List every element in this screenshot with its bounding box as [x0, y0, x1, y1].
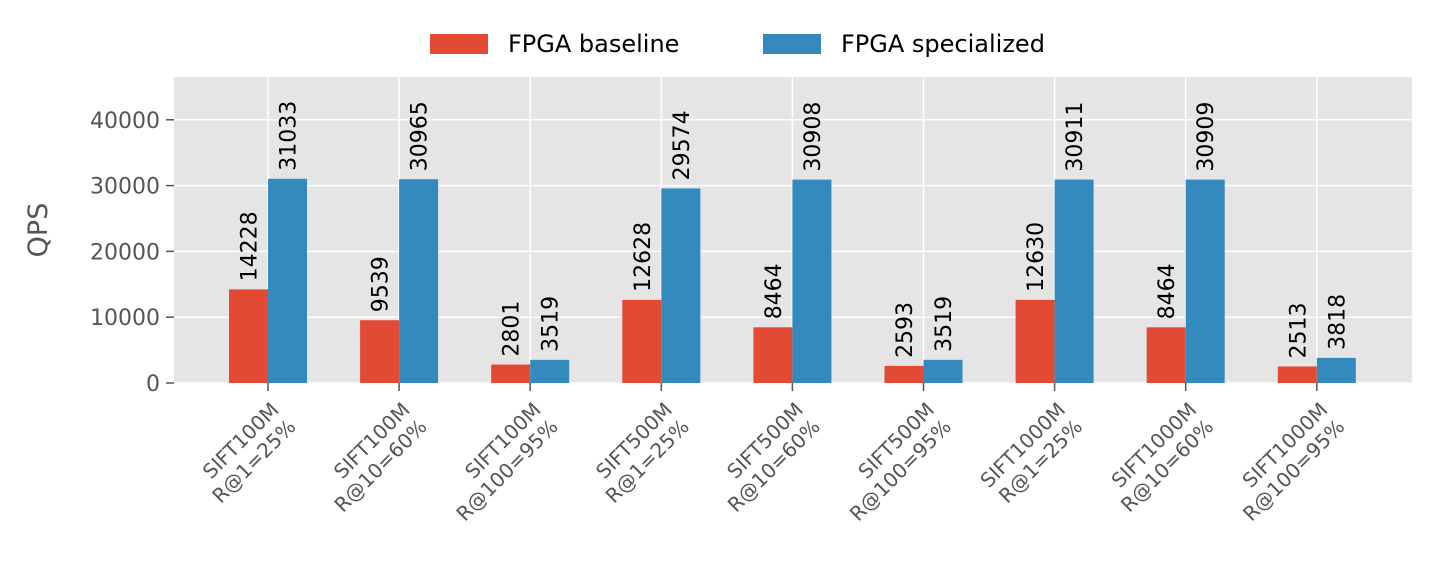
bar-fpga-baseline	[622, 299, 662, 383]
y-tick-label: 20000	[90, 240, 160, 265]
bar-fpga-specialized	[268, 178, 307, 383]
x-tick-label: SIFT1000MR@100=95%	[1221, 398, 1349, 526]
bar-fpga-specialized	[399, 179, 439, 383]
bar-fpga-baseline	[491, 364, 531, 383]
bar-value-label: 14228	[238, 211, 263, 281]
bar-value-label: 12630	[1024, 222, 1049, 292]
y-axis-title: QPS	[23, 203, 54, 258]
bar-fpga-specialized	[661, 188, 701, 383]
bar-fpga-specialized	[1185, 179, 1225, 383]
bar-value-label: 12628	[631, 222, 656, 292]
bar-value-label: 3519	[932, 296, 957, 352]
bar-fpga-specialized	[1054, 179, 1094, 383]
x-axis: SIFT100MR@1=25% SIFT100MR@10=60% SIFT100MR…	[190, 383, 1349, 526]
legend-item: FPGA specialized	[763, 30, 1045, 58]
x-tick-label: SIFT100MR@10=60%	[312, 398, 431, 517]
bar-value-label: 3519	[539, 296, 564, 352]
bar-value-label: 3818	[1325, 294, 1350, 350]
bar-value-label: 29574	[670, 110, 695, 180]
legend: FPGA baseline FPGA specialized	[430, 30, 1045, 58]
bar-fpga-specialized	[530, 359, 570, 383]
bar-value-label: 30965	[408, 101, 433, 171]
x-tick-label: SIFT100MR@1=25%	[190, 398, 300, 508]
bar-value-label: 2593	[893, 302, 918, 358]
bar-value-label: 8464	[1155, 263, 1180, 319]
bar-fpga-baseline	[1277, 366, 1317, 383]
x-tick-label: SIFT1000MR@10=60%	[1099, 398, 1218, 517]
x-tick-label: SIFT1000MR@1=25%	[975, 398, 1087, 510]
legend-swatch	[763, 34, 821, 54]
bar-fpga-baseline	[360, 320, 400, 383]
x-tick-label: SIFT500MR@100=95%	[828, 398, 956, 526]
bar-fpga-baseline	[884, 365, 924, 383]
bar-fpga-baseline	[1015, 299, 1055, 383]
y-tick-label: 10000	[90, 306, 160, 331]
legend-swatch	[430, 34, 488, 54]
bar-fpga-baseline	[1146, 327, 1186, 383]
bar-value-label: 2513	[1286, 302, 1311, 358]
bar-value-label: 2801	[500, 301, 525, 357]
bar-fpga-baseline	[229, 289, 268, 383]
bar-fpga-specialized	[923, 359, 963, 383]
x-tick-label: SIFT500MR@1=25%	[584, 398, 694, 508]
y-tick-label: 30000	[90, 175, 160, 200]
y-tick-label: 40000	[90, 109, 160, 134]
bar-fpga-specialized	[1316, 357, 1356, 383]
y-tick-label: 0	[146, 372, 160, 397]
legend-label: FPGA baseline	[508, 30, 679, 58]
bar-fpga-baseline	[753, 327, 793, 383]
bar-value-label: 8464	[762, 263, 787, 319]
legend-item: FPGA baseline	[430, 30, 679, 58]
bar-fpga-specialized	[792, 179, 832, 383]
legend-label: FPGA specialized	[841, 30, 1045, 58]
bar-value-label: 9539	[369, 256, 394, 312]
data-labels: 14228 9539 2801 12628 8464 2593 12630 8464 2513 3…	[238, 101, 1351, 359]
bar-value-label: 30911	[1063, 102, 1088, 172]
bar-value-label: 30909	[1194, 102, 1219, 172]
x-tick-label: SIFT500MR@10=60%	[706, 398, 825, 517]
bars	[229, 178, 1356, 383]
bar-value-label: 30908	[801, 102, 826, 172]
y-axis: 0 10000 20000 30000 40000	[90, 109, 174, 397]
x-tick-label: SIFT100MR@100=95%	[435, 398, 563, 526]
bar-value-label: 31033	[277, 101, 302, 171]
